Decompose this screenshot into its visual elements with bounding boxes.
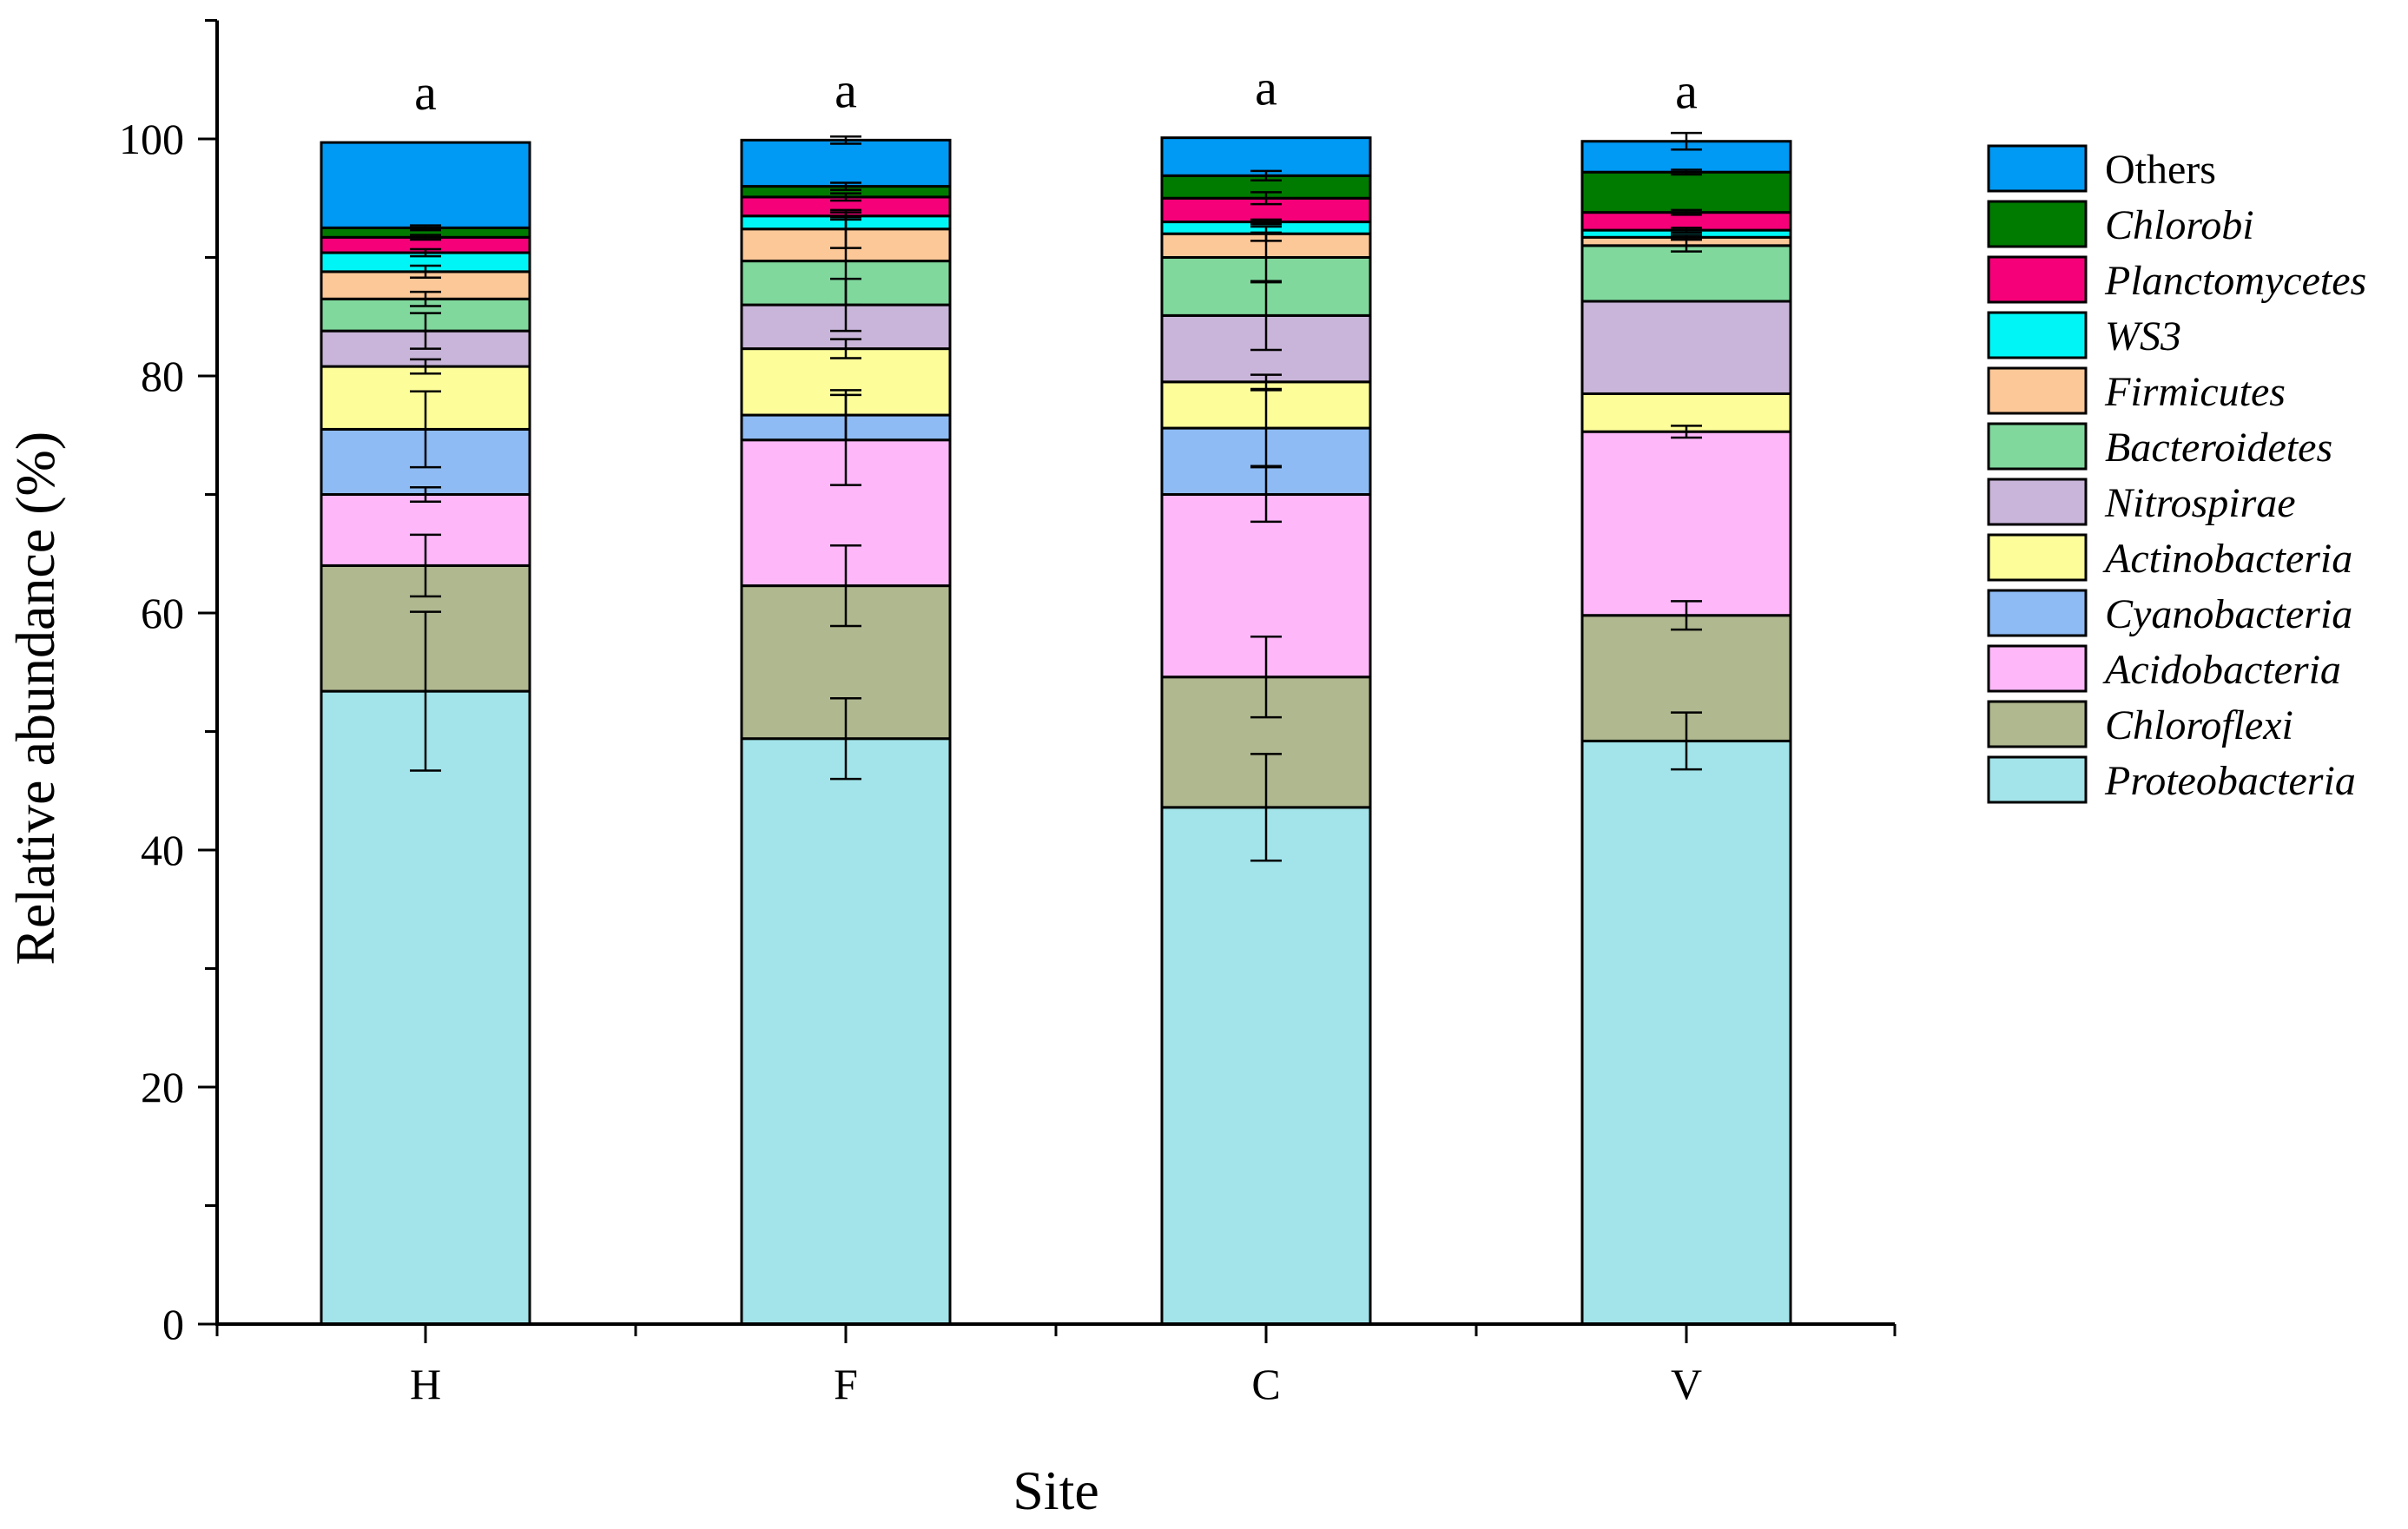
y-tick-label-0: 0 — [162, 1300, 184, 1348]
bar-segment-F-proteobacteria — [740, 737, 952, 1326]
legend-label-chlorobi: Chlorobi — [2105, 202, 2254, 248]
legend-swatch-actinobacteria — [1987, 533, 2088, 582]
y-tick-label-80: 80 — [141, 352, 184, 400]
x-tick-label-H: H — [410, 1360, 441, 1408]
y-tick-label-60: 60 — [141, 589, 184, 637]
legend-label-cyanobacteria: Cyanobacteria — [2105, 591, 2352, 637]
x-tick-label-F: F — [834, 1360, 858, 1408]
significance-label-V: a — [1675, 63, 1698, 120]
legend-label-acidobacteria: Acidobacteria — [2102, 647, 2341, 693]
legend-label-proteobacteria: Proteobacteria — [2104, 758, 2356, 804]
legend-label-actinobacteria: Actinobacteria — [2102, 536, 2352, 582]
bar-segment-V-nitrospirae — [1580, 300, 1792, 395]
y-tick-label-20: 20 — [141, 1063, 184, 1111]
legend-label-planctomycetes: Planctomycetes — [2104, 258, 2366, 304]
y-tick-label-40: 40 — [141, 826, 184, 874]
legend-swatch-acidobacteria — [1987, 644, 2088, 693]
bar-segment-V-chlorobi — [1580, 170, 1792, 214]
legend-swatch-chloroflexi — [1987, 700, 2088, 748]
legend-swatch-cyanobacteria — [1987, 589, 2088, 637]
y-tick-label-100: 100 — [119, 115, 184, 163]
legend-label-ws3: WS3 — [2105, 313, 2181, 359]
bar-segment-H-proteobacteria — [320, 689, 531, 1326]
bar-segment-V-bacteroidetes — [1580, 244, 1792, 303]
bar-segment-H-others — [320, 141, 531, 229]
legend-swatch-chlorobi — [1987, 200, 2088, 248]
legend-swatch-nitrospirae — [1987, 478, 2088, 526]
legend-label-bacteroidetes: Bacteroidetes — [2105, 425, 2332, 471]
significance-label-F: a — [835, 62, 857, 118]
bars-layer — [320, 136, 1792, 1326]
legend-swatch-ws3 — [1987, 311, 2088, 359]
legend-swatch-bacteroidetes — [1987, 422, 2088, 471]
y-axis-title: Relative abundance (%) — [4, 432, 66, 966]
legend-label-chloroflexi: Chloroflexi — [2105, 702, 2293, 748]
legend-label-others: Others — [2105, 147, 2216, 193]
significance-label-C: a — [1255, 60, 1277, 116]
x-tick-label-C: C — [1251, 1360, 1280, 1408]
bar-segment-V-proteobacteria — [1580, 739, 1792, 1326]
legend-swatch-proteobacteria — [1987, 755, 2088, 804]
error-bars-layer — [410, 131, 1702, 862]
legend: Others Chlorobi Planctomycetes WS3 Firmicute… — [1987, 144, 2366, 804]
labels-layer: a Ha Fa Ca V 0 20 40 60 80 100 Site Relative abundan… — [4, 60, 1702, 1521]
x-axis-title: Site — [1013, 1460, 1099, 1521]
bar-segment-F-others — [740, 138, 952, 188]
significance-label-H: a — [414, 64, 437, 121]
x-tick-label-V: V — [1671, 1360, 1702, 1408]
legend-swatch-firmicutes — [1987, 366, 2088, 415]
legend-label-firmicutes: Firmicutes — [2104, 369, 2286, 415]
axes-layer — [198, 19, 1897, 1343]
legend-swatch-planctomycetes — [1987, 255, 2088, 304]
legend-swatch-others — [1987, 144, 2088, 193]
legend-label-nitrospirae: Nitrospirae — [2104, 480, 2296, 526]
bar-segment-V-acidobacteria — [1580, 430, 1792, 617]
bar-segment-C-proteobacteria — [1160, 806, 1372, 1326]
